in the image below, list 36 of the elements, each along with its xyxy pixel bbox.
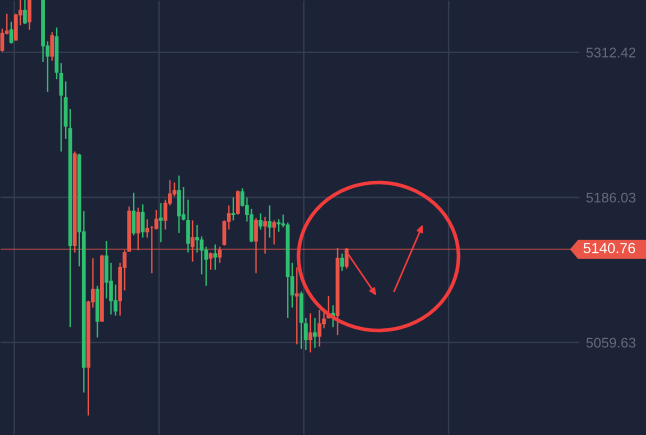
candlestick [272, 220, 276, 246]
candlestick [213, 244, 218, 270]
candlestick [145, 218, 150, 238]
candlestick [136, 207, 140, 251]
candlestick [158, 202, 163, 243]
candlestick [340, 252, 344, 272]
ref-line-label: 5140.76 [584, 242, 636, 254]
candlestick [186, 199, 190, 254]
candlestick [218, 246, 222, 264]
candlestick [254, 217, 258, 274]
y-tick-label: 5059.63 [586, 338, 636, 348]
candlestick [0, 28, 4, 52]
candlestick [313, 317, 317, 348]
candlestick [132, 192, 136, 236]
candlestick [268, 204, 272, 238]
candlestick [190, 220, 194, 262]
candlestick [276, 218, 281, 233]
candlestick [23, 0, 27, 25]
candlestick [236, 190, 240, 216]
candlestick [9, 21, 14, 44]
candlestick [140, 204, 145, 238]
candlestick [28, 0, 32, 31]
candlestick [258, 212, 262, 230]
y-tick-label: 5186.03 [586, 192, 636, 203]
candlestick [308, 312, 312, 354]
candlestick [195, 224, 200, 254]
candlestick [231, 196, 236, 222]
y-tick-label: 5312.42 [586, 48, 636, 58]
candlestick [59, 62, 64, 152]
candlestick [154, 209, 158, 230]
candlestick [263, 216, 267, 254]
candlestick [50, 31, 54, 62]
candlestick [294, 266, 299, 346]
candlestick [208, 252, 213, 270]
candlestick [344, 247, 349, 270]
candlestick [304, 317, 308, 351]
